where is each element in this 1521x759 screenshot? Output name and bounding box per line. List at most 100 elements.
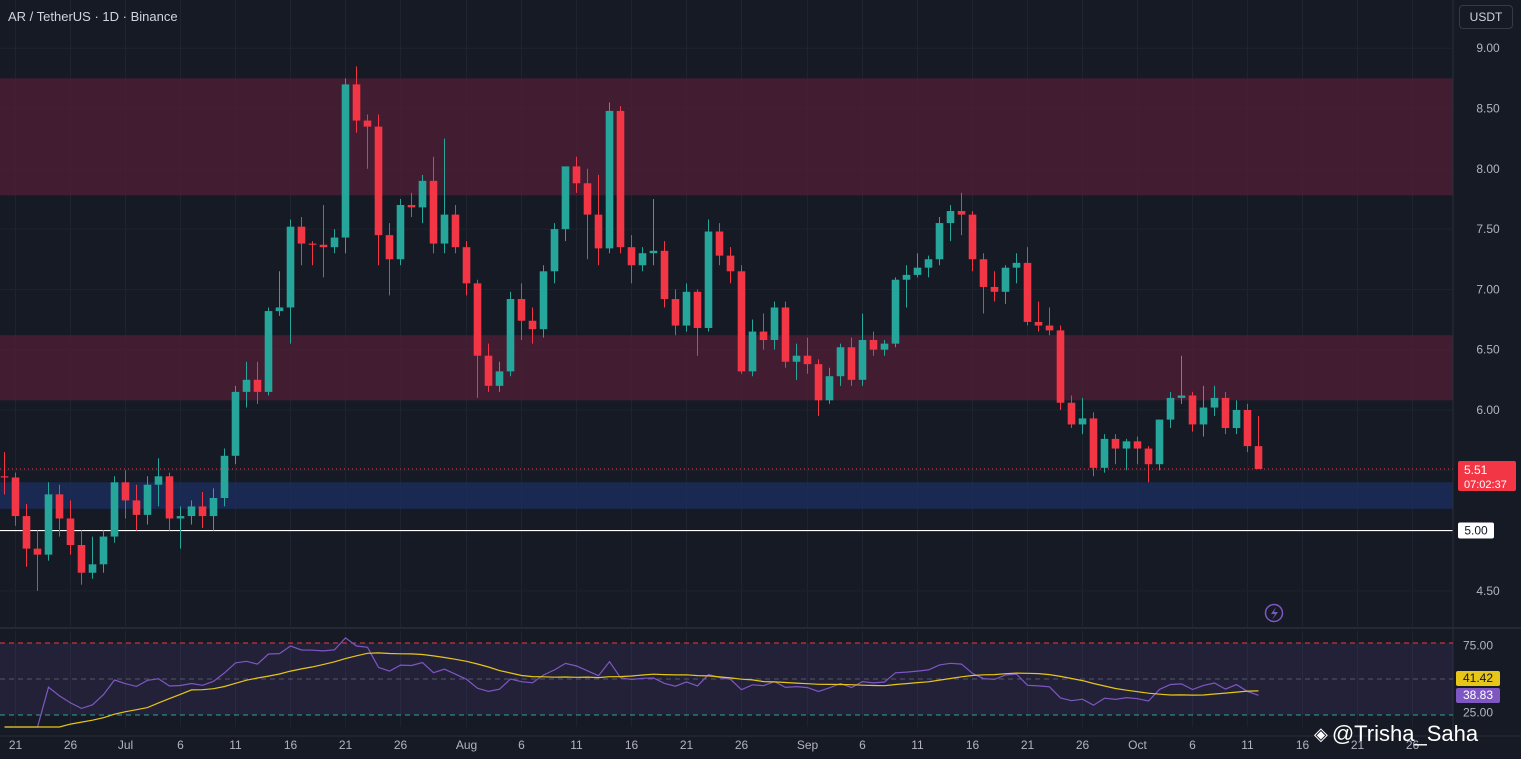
candle-body [693,291,702,328]
candle-body [1111,438,1120,449]
time-tick-label: 11 [570,738,583,752]
candle-body [495,371,504,386]
candle-body [363,120,372,127]
candle-body [451,214,460,248]
candle-body [924,259,933,268]
price-tick-label: 6.50 [1476,343,1500,357]
candle-body [616,110,625,248]
candle-body [1100,438,1109,468]
binance-diamond-icon: ◈ [1314,723,1328,744]
time-tick-label: Sep [797,738,819,752]
candle-body [506,299,515,372]
candle-body [627,247,636,266]
price-tick-label: 7.00 [1476,282,1500,296]
time-tick-label: 26 [1076,738,1090,752]
time-tick-label: 11 [911,738,924,752]
rsi-ma-value: 41.42 [1463,671,1493,685]
candle-body [132,500,141,515]
candle-body [1177,395,1186,398]
candle-body [1034,321,1043,326]
rsi-line [4,637,1259,728]
candle-body [407,204,416,208]
candle-body [583,183,592,215]
candle-body [242,379,251,392]
candle-body [594,214,603,249]
price-axis [1453,0,1521,759]
price-tick-label: 7.50 [1476,222,1500,236]
candle-body [1210,397,1219,408]
candle-body [528,320,537,330]
candle-body [319,244,328,248]
candle-body [341,84,350,238]
rsi-value-box [1456,688,1500,703]
candle-body [715,231,724,256]
candle-body [66,518,75,546]
time-tick-label: 16 [284,738,298,752]
candle-body [1221,397,1230,429]
price-tick-label: 6.00 [1476,403,1500,417]
candle-body [297,226,306,244]
rsi-tick-label: 75.00 [1463,639,1493,653]
candle-body [374,126,383,236]
candle-body [814,364,823,401]
candle-body [473,283,482,356]
time-tick-label: 11 [229,738,242,752]
time-tick-label: 11 [1241,738,1254,752]
candle-body [33,548,42,555]
price-tick-label: 9.00 [1476,41,1500,55]
candle-body [1199,407,1208,425]
lightning-icon [1264,603,1284,623]
candle-body [231,391,240,456]
candle-body [891,279,900,344]
candle-body [517,299,526,321]
time-tick-label: 26 [394,738,408,752]
candle-body [77,545,86,573]
time-tick-label: 26 [64,738,78,752]
time-tick-label: Oct [1128,738,1147,752]
candle-body [946,211,955,224]
candle-body [660,250,669,300]
candle-body [154,476,163,485]
last-price-box [1458,461,1516,492]
candle-body [55,494,64,519]
price-tick-label: 4.50 [1476,584,1500,598]
candle-body [990,286,999,292]
candle-body [836,347,845,377]
candle-body [1166,397,1175,420]
candle-body [209,497,218,517]
candle-body [913,267,922,275]
candle-body [781,307,790,362]
candle-body [572,166,581,184]
candle-body [539,271,548,330]
candle-body [605,110,614,249]
rsi-tick-label: 25.00 [1463,705,1493,719]
time-tick-label: 16 [966,738,980,752]
candle-body [803,355,812,365]
candle-body [121,482,130,501]
candle-body [1045,325,1054,331]
candle-body [759,331,768,341]
rsi-ma-line [4,652,1259,728]
candle-body [649,250,658,254]
time-tick-label: 6 [859,738,866,752]
candle-body [286,226,295,308]
time-tick-label: 21 [9,738,23,752]
candle-body [1067,402,1076,425]
time-tick-label: Aug [456,738,477,752]
candle-body [682,291,691,326]
candle-body [737,271,746,372]
watermark-text: @Trisha_Saha [1331,721,1479,746]
candle-body [704,231,713,328]
candle-body [462,247,471,284]
candle-body [264,311,273,392]
currency-selector[interactable]: USDT [1459,5,1513,29]
candle-body [143,484,152,515]
candle-body [671,299,680,326]
candle-body [957,211,966,215]
candle-body [22,516,31,549]
candle-body [99,536,108,565]
candle-body [418,180,427,208]
candle-body [880,343,889,350]
candle-body [561,166,570,230]
